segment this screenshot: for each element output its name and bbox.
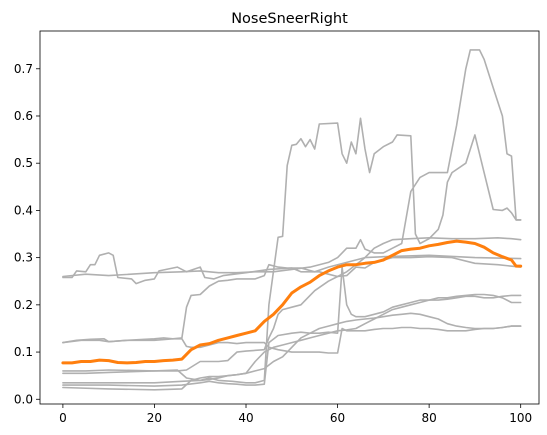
y-tick-label: 0.4 (14, 203, 33, 217)
y-tick-label: 0.1 (14, 345, 33, 359)
background-series-line-8 (62, 325, 522, 354)
series-layer (61, 49, 523, 391)
y-tick-label: 0.0 (14, 392, 33, 406)
background-series-line-6 (62, 266, 522, 387)
background-series-line-9 (62, 49, 522, 278)
x-tick-label: 40 (238, 411, 253, 425)
x-tick-label: 20 (147, 411, 162, 425)
y-tick-label: 0.3 (14, 251, 33, 265)
background-series-line-2 (62, 117, 522, 384)
x-tick-label: 60 (330, 411, 345, 425)
x-tick-label: 80 (421, 411, 436, 425)
x-tick-label: 0 (59, 411, 67, 425)
background-series-line-7 (62, 312, 522, 391)
x-axis: 0 20 40 60 80 100 (59, 404, 532, 425)
x-tick-label: 100 (509, 411, 532, 425)
y-tick-label: 0.5 (14, 156, 33, 170)
y-tick-label: 0.6 (14, 109, 33, 123)
highlighted-series-line (61, 239, 523, 365)
background-series-line-4 (62, 237, 522, 375)
y-tick-label: 0.7 (14, 62, 33, 76)
plot-frame (39, 30, 540, 405)
chart-title: NoseSneerRight (231, 11, 348, 27)
y-axis: 0.0 0.1 0.2 0.3 0.4 0.5 0.6 0.7 (14, 62, 40, 406)
y-tick-label: 0.2 (14, 298, 33, 312)
